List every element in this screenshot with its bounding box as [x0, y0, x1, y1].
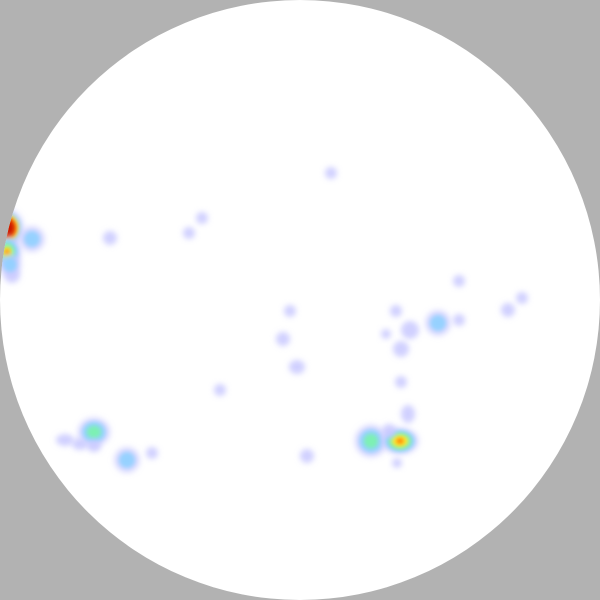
hotspot-layer-low — [24, 231, 40, 247]
hotspot-layer-low — [3, 258, 17, 272]
hotspot-layer-faint — [453, 275, 465, 287]
hotspot-layer-faint — [453, 314, 465, 326]
hotspot-faint — [401, 405, 415, 423]
hotspot-faint — [381, 329, 391, 339]
hotspot-layer-faint — [146, 447, 158, 459]
hotspot-layer-faint — [87, 440, 101, 452]
hotspot-layer-low — [119, 452, 135, 468]
hotspot-faint — [392, 458, 402, 468]
hotspot-faint — [56, 434, 74, 446]
hotspot-layer-faint — [501, 303, 515, 317]
hotspot-layer-faint — [390, 305, 402, 317]
hotspot-layer-faint — [325, 167, 337, 179]
hotspot-mid — [77, 417, 111, 447]
hotspot-faint — [382, 424, 396, 438]
hotspot-faint — [453, 275, 465, 287]
hotspot-layer-faint — [289, 360, 305, 374]
hotspot-faint — [395, 376, 407, 388]
hotspot-layer-hot — [396, 438, 404, 444]
hotspot-layer-faint — [393, 341, 409, 357]
hotspot-layer-faint — [401, 321, 419, 339]
hotspot-layer-faint — [381, 329, 391, 339]
hotspot-faint — [146, 447, 158, 459]
hotspot-layer-low — [430, 315, 446, 331]
hotspot-low — [19, 226, 45, 252]
hotspot-faint — [87, 440, 101, 452]
hotspot-faint — [214, 384, 226, 396]
hotspot-layer-faint — [196, 212, 208, 224]
hotspot-layer-faint — [56, 434, 74, 446]
hotspot-faint — [289, 360, 305, 374]
hotspot-layer-faint — [103, 231, 117, 245]
hotspot-faint — [183, 227, 195, 239]
hotspot-low — [0, 253, 22, 277]
hotspot-faint — [501, 303, 515, 317]
hotspot-layer-faint — [516, 292, 528, 304]
hotspot-layer-mid — [363, 433, 379, 449]
hotspot-faint — [284, 305, 296, 317]
hotspot-layer-faint — [276, 332, 290, 346]
hotspot-faint — [276, 332, 290, 346]
hotspot-layer-hot — [4, 249, 10, 255]
hotspot-layer-faint — [395, 376, 407, 388]
hotspot-faint — [393, 341, 409, 357]
hotspot-faint — [300, 449, 314, 463]
hotspot-faint — [103, 231, 117, 245]
hotspot-low — [425, 310, 451, 336]
hotspot-faint — [401, 321, 419, 339]
hotspot-faint — [196, 212, 208, 224]
hotspot-faint — [390, 305, 402, 317]
hotspot-layer-faint — [214, 384, 226, 396]
hotspot-faint — [325, 167, 337, 179]
hotspot-layer-faint — [382, 424, 396, 438]
hotspot-faint — [453, 314, 465, 326]
hotspot-mid — [354, 424, 388, 458]
hotspot-layer-faint — [183, 227, 195, 239]
hotspot-faint — [516, 292, 528, 304]
hotspot-layer-mid — [86, 425, 102, 439]
hotspot-low — [114, 447, 140, 473]
hotspot-layer-faint — [401, 405, 415, 423]
hotspot-layer-faint — [300, 449, 314, 463]
hotspot-layer-faint — [392, 458, 402, 468]
hotspot-layer-faint — [284, 305, 296, 317]
